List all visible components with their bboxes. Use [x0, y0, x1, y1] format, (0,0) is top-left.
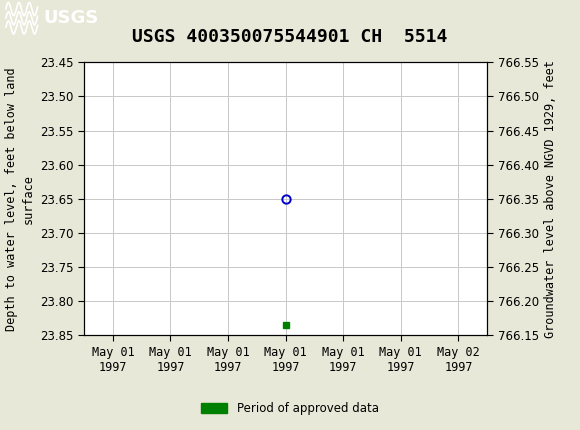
Y-axis label: Depth to water level, feet below land
surface: Depth to water level, feet below land su… [5, 67, 35, 331]
Legend: Period of approved data: Period of approved data [197, 397, 383, 420]
Text: USGS: USGS [44, 9, 99, 27]
Y-axis label: Groundwater level above NGVD 1929, feet: Groundwater level above NGVD 1929, feet [544, 60, 557, 338]
Text: USGS 400350075544901 CH  5514: USGS 400350075544901 CH 5514 [132, 28, 448, 46]
